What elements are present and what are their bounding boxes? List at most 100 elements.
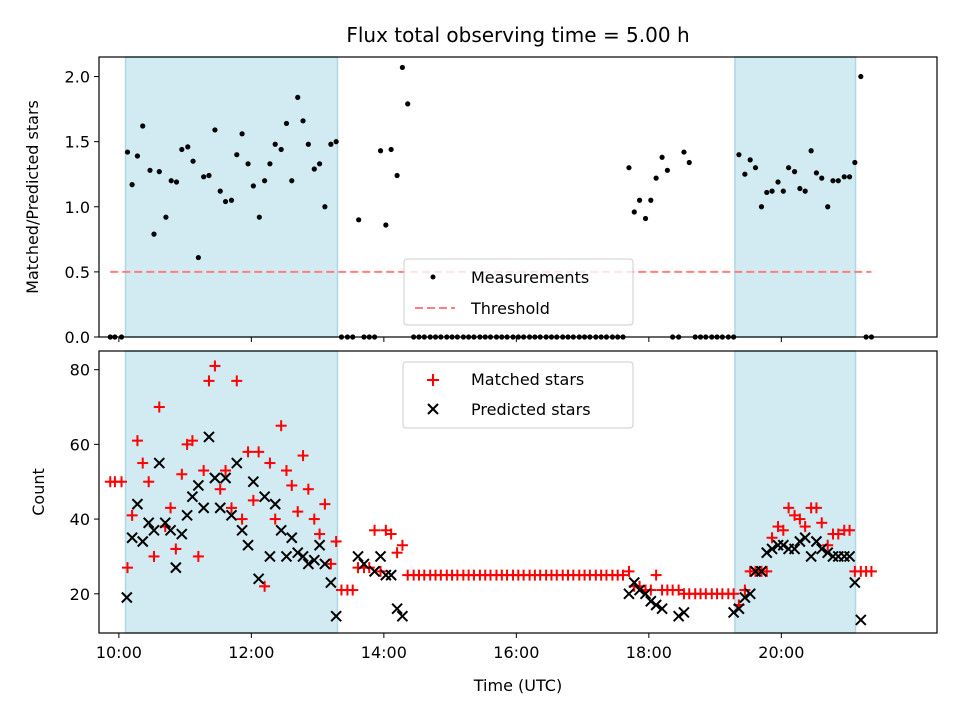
x-tick-label: 14:00 — [361, 643, 407, 662]
count-y-axis-label: Count — [29, 468, 48, 516]
matched-star-point — [214, 483, 226, 495]
matched-star-point — [783, 502, 795, 514]
measurement-point — [797, 185, 803, 192]
predicted-star-point — [269, 498, 281, 510]
marker-stroke — [176, 528, 188, 540]
marker-stroke — [733, 603, 745, 615]
marker-stroke — [788, 543, 801, 555]
marker-stroke — [368, 565, 381, 578]
measurement-point — [195, 254, 201, 261]
predicted-star-point — [142, 517, 155, 529]
measurement-point — [626, 165, 632, 171]
y-tick-label: 80 — [70, 361, 90, 380]
marker-stroke — [639, 588, 652, 600]
measurement-point — [173, 179, 180, 185]
ratio-legend: Measurements Threshold — [403, 258, 634, 326]
predicted-star-point — [623, 588, 635, 600]
x-tick-label: 20:00 — [758, 643, 804, 662]
predicted-star-point — [656, 603, 668, 615]
shaded-interval — [124, 350, 339, 634]
measurement-point — [316, 161, 323, 167]
legend-measurements-label: Measurements — [471, 268, 589, 287]
predicted-star-point — [733, 603, 745, 615]
predicted-star-point — [755, 565, 768, 578]
marker-stroke — [269, 498, 281, 510]
count-legend: Matched stars Predicted stars — [402, 361, 634, 429]
predicted-star-point — [766, 543, 778, 555]
measurement-point — [295, 94, 301, 100]
measurement-point — [147, 167, 153, 173]
measurement-point — [808, 148, 814, 154]
matched-star-point — [308, 513, 320, 525]
measurement-point — [212, 127, 218, 133]
predicted-star-point — [391, 603, 403, 615]
measurement-point — [262, 178, 268, 184]
measurement-point — [245, 161, 251, 167]
predicted-star-point — [385, 569, 397, 581]
matched-star-point — [330, 535, 342, 547]
matched-star-point — [242, 446, 254, 458]
marker-stroke — [297, 550, 309, 563]
predicted-star-point — [794, 535, 806, 548]
predicted-star-point — [330, 610, 342, 622]
marker-stroke — [385, 569, 397, 581]
matched-star-point — [319, 498, 331, 510]
marker-stroke — [159, 517, 171, 529]
marker-stroke — [755, 565, 768, 578]
matched-star-point — [799, 521, 811, 533]
legend-matched-label: Matched stars — [471, 370, 584, 389]
matched-star-point — [375, 565, 387, 577]
measurement-point — [305, 141, 311, 147]
measurement-point — [278, 146, 284, 153]
predicted-star-point — [131, 498, 144, 510]
matched-star-point — [297, 450, 309, 462]
shaded-interval — [734, 350, 857, 634]
marker-stroke — [286, 532, 298, 544]
matched-star-point — [325, 558, 337, 570]
marker-stroke — [153, 457, 165, 469]
predicted-star-point — [137, 535, 149, 548]
marker-stroke — [391, 603, 403, 615]
marker-stroke — [672, 610, 685, 622]
marker-stroke — [325, 576, 337, 589]
measurement-point — [322, 204, 328, 210]
matched-star-point — [264, 457, 276, 469]
legend-matched-marker — [427, 374, 439, 386]
marker-stroke — [302, 558, 315, 570]
marker-stroke — [131, 498, 144, 510]
measurement-point — [134, 153, 141, 159]
matched-star-point — [314, 528, 326, 540]
marker-stroke — [313, 539, 326, 551]
measurement-point — [217, 188, 223, 194]
predicted-star-point — [628, 576, 640, 589]
measurement-point — [267, 161, 273, 167]
measurement-point — [835, 178, 841, 184]
marker-stroke — [330, 610, 342, 622]
predicted-star-point — [258, 490, 271, 503]
matched-star-point — [286, 479, 298, 491]
matched-star-point — [148, 550, 160, 562]
measurement-point — [636, 197, 643, 203]
predicted-star-point — [286, 532, 298, 544]
matched-star-point — [176, 468, 188, 480]
predicted-star-point — [302, 558, 315, 570]
y-tick-label: 20 — [70, 585, 90, 604]
predicted-star-point — [176, 528, 188, 540]
marker-stroke — [308, 554, 321, 566]
marker-stroke — [777, 539, 790, 551]
measurement-point — [764, 189, 770, 196]
predicted-star-point — [231, 457, 243, 469]
predicted-star-point — [121, 591, 133, 604]
predicted-star-point — [153, 457, 165, 469]
x-axis-label: Time (UTC) — [473, 676, 562, 695]
marker-stroke — [794, 535, 806, 548]
matched-star-point — [832, 528, 844, 540]
observing-window-shading-bottom — [124, 350, 857, 634]
measurement-point — [222, 198, 229, 205]
predicted-star-point — [374, 550, 387, 563]
predicted-star-point — [126, 532, 138, 544]
measurement-point — [124, 149, 131, 155]
predicted-star-point — [280, 550, 293, 563]
marker-stroke — [358, 558, 370, 570]
predicted-star-point — [252, 573, 265, 585]
